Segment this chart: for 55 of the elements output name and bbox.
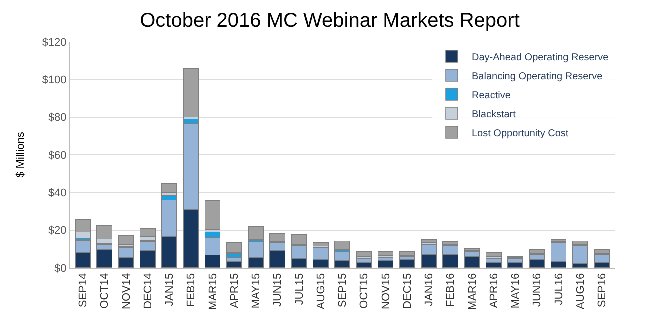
legend-label: Lost Opportunity Cost (472, 128, 569, 140)
bar (248, 226, 264, 240)
x-tick-label: NOV15 (380, 273, 392, 310)
y-axis-title: $ Millions (14, 132, 27, 178)
x-tick-label: JAN15 (164, 273, 176, 306)
x-tick-label: MAR15 (207, 273, 220, 310)
bar (334, 240, 350, 250)
bar (356, 251, 372, 258)
x-tick-label: SEP15 (337, 273, 350, 308)
y-tick-label: $40 (48, 188, 67, 200)
y-tick-label: $100 (42, 74, 67, 87)
bar (378, 251, 394, 256)
y-tick-label: $60 (48, 150, 67, 162)
x-tick-label: APR16 (488, 273, 500, 308)
x-tick-label: APR15 (228, 273, 241, 308)
x-tick-label: FEB15 (186, 273, 198, 308)
x-tick-label: MAY15 (250, 273, 263, 309)
x-tick-label: FEB16 (445, 273, 458, 308)
bar (183, 68, 200, 118)
legend-label: Reactive (472, 90, 512, 102)
bar (312, 242, 329, 247)
legend-label: Blackstart (472, 109, 516, 120)
x-tick-label: AUG15 (315, 273, 328, 310)
x-tick-label: SEP14 (78, 273, 90, 308)
bar (204, 200, 221, 230)
x-tick-label: DEC14 (142, 273, 154, 309)
bar (421, 240, 437, 244)
x-tick-label: OCT15 (358, 273, 371, 309)
chart-title: October 2016 MC Webinar Markets Report (140, 10, 520, 32)
bar (140, 228, 156, 237)
x-tick-label: JUL15 (294, 273, 306, 306)
x-tick-label: SEP16 (596, 273, 609, 308)
x-tick-label: JUL16 (553, 273, 566, 306)
bar (162, 183, 178, 194)
x-tick-label: OCT14 (99, 273, 112, 309)
y-tick-label: $80 (48, 112, 67, 124)
bar (96, 226, 113, 240)
x-tick-label: MAY16 (510, 273, 522, 309)
legend-label: Balancing Operating Reserve (472, 71, 604, 82)
x-tick-label: JUN15 (272, 273, 284, 308)
x-tick-label: MAR16 (466, 273, 479, 310)
bar (464, 256, 480, 268)
y-tick-label: $20 (48, 225, 67, 238)
x-tick-label: AUG16 (574, 273, 587, 310)
bar (572, 245, 588, 264)
bar (486, 252, 502, 258)
bar (118, 235, 134, 245)
x-tick-label: DEC15 (402, 273, 414, 309)
x-tick-label: NOV14 (120, 273, 133, 310)
x-tick-label: JUN16 (532, 273, 544, 308)
x-tick-label: JAN16 (424, 273, 436, 306)
y-tick-label: $0 (54, 262, 67, 275)
y-tick-label: $120 (42, 36, 67, 49)
bar (96, 250, 113, 268)
legend-label: Day-Ahead Operating Reserve (472, 52, 610, 64)
